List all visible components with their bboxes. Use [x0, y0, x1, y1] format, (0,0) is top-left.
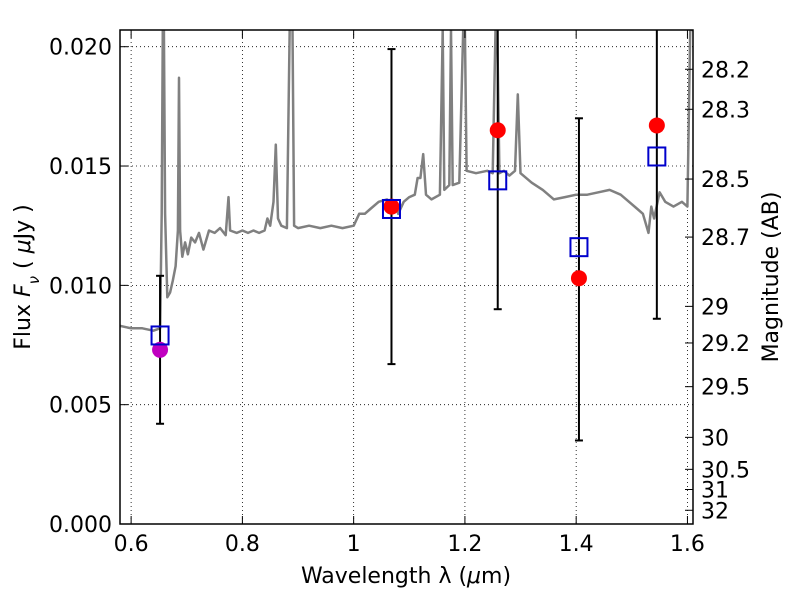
data-point-circle [383, 198, 400, 215]
y-tick-label: 0.005 [49, 394, 112, 419]
y2-tick-label: 28.2 [701, 58, 750, 83]
data-point-circle [152, 341, 169, 358]
y2-tick-label: 30.5 [701, 458, 750, 483]
y2-tick-label: 28.7 [701, 226, 750, 251]
plot-area [120, 30, 693, 442]
y2-axis-label: Magnitude (AB) [759, 192, 784, 363]
y-tick-label: 0.000 [49, 513, 112, 538]
plot-content [120, 30, 693, 442]
x-axis-label: Wavelength λ (μm) [301, 564, 511, 589]
y2-tick-label: 30 [701, 426, 729, 451]
y-tick-label: 0.015 [49, 155, 112, 180]
data-point-square [150, 325, 170, 346]
y2-tick-label: 32 [701, 499, 729, 524]
y-tick-label: 0.020 [49, 36, 112, 61]
y-axis-label: Flux Fν ( μJy ) [11, 204, 43, 349]
x-tick-label: 0.6 [114, 532, 149, 557]
data-point-circle [648, 117, 665, 134]
x-tick-label: 0.8 [225, 532, 260, 557]
data-point-square [488, 170, 508, 191]
x-tick-label: 1 [347, 532, 361, 557]
y2-tick-label: 29.2 [701, 332, 750, 357]
data-point-square [569, 237, 589, 258]
grid-lines [120, 30, 693, 524]
data-point-square [381, 198, 401, 219]
data-point-circle [570, 270, 587, 287]
y-tick-label: 0.010 [49, 274, 112, 299]
x-tick-label: 1.6 [670, 532, 705, 557]
y2-tick-label: 28.3 [701, 98, 750, 123]
axis-ticks: 0.6 0.8 1 1.2 1.4 1.6 0.000 0.005 0.010 0.015 0.02… [49, 30, 750, 557]
y2-tick-label: 29 [701, 295, 729, 320]
data-point-circle [489, 122, 506, 139]
x-tick-label: 1.4 [559, 532, 594, 557]
spectrum-line [120, 30, 693, 332]
y2-tick-label: 28.5 [701, 168, 750, 193]
plot-frame [119, 29, 694, 525]
y2-tick-label: 29.5 [701, 376, 750, 401]
y2-tick-label: 31 [701, 479, 729, 504]
x-tick-label: 1.2 [447, 532, 482, 557]
data-point-square [647, 146, 667, 167]
